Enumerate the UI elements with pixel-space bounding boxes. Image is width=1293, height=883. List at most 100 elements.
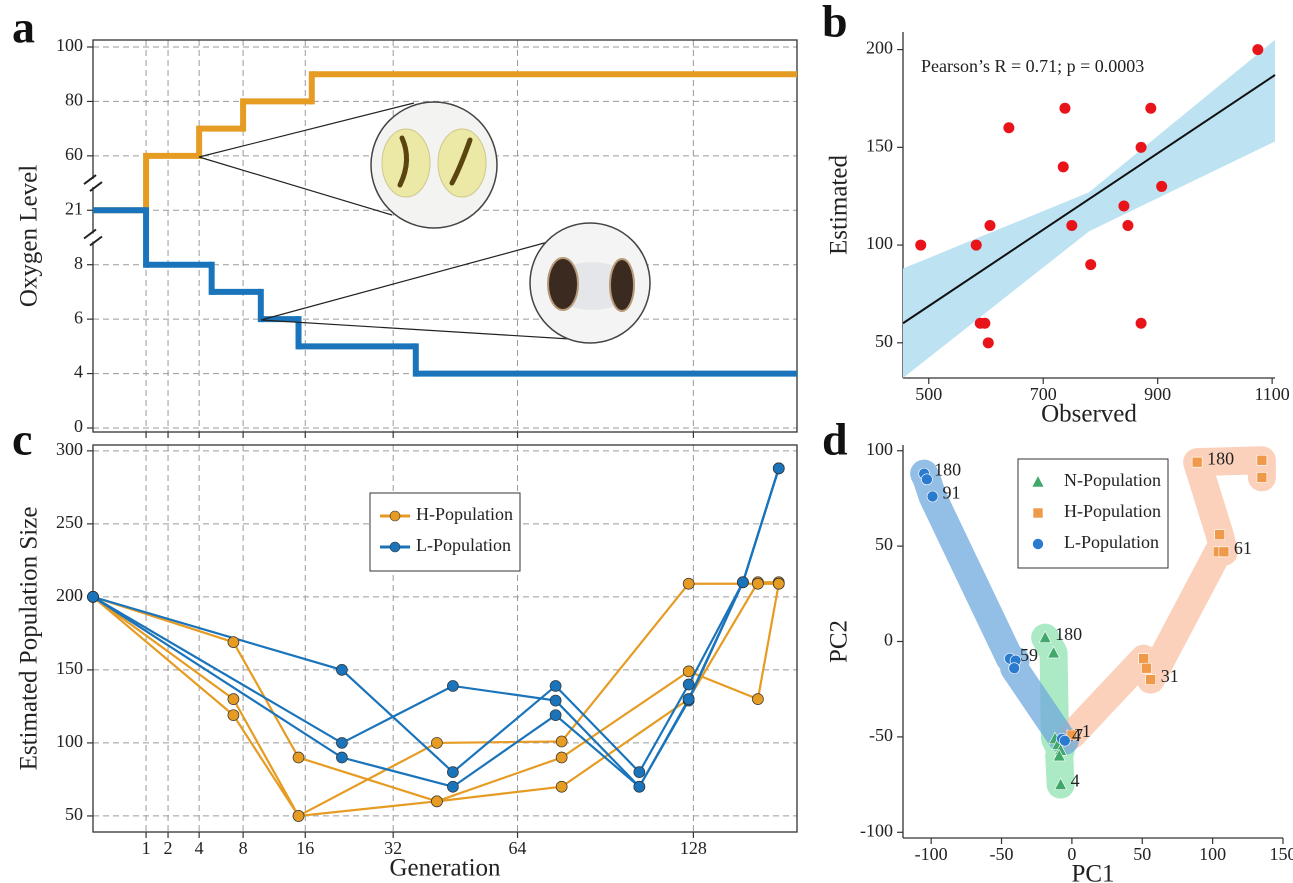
legend-label: L-Population [1064,532,1159,552]
point [1038,630,1052,643]
x-tick-label: -50 [990,844,1014,864]
point [1145,674,1157,685]
x-tick-label: 900 [1144,384,1171,404]
y-tick-label: -100 [860,820,893,840]
x-axis-label: Observed [1041,401,1137,428]
point [1252,44,1264,56]
legend-box [369,492,521,572]
point [633,766,646,778]
seed [609,258,635,312]
point [1047,645,1061,659]
y-tick-label: -50 [869,725,893,745]
panel-b: b 50 100 150 200 500 700 900 1100 Observed Estimat… [822,0,1290,428]
y-axis-label: Oxygen Level [16,165,43,307]
point [1135,317,1147,329]
point [979,317,991,329]
point [336,737,348,749]
point-label: 61 [1234,538,1252,558]
y-tick-label: 200 [56,585,83,605]
x-tick-label: 16 [296,838,314,858]
point [555,751,568,764]
axis-break-slash [89,235,103,247]
point [1085,259,1097,271]
x-tick-label: 128 [680,838,707,858]
panel-letter: c [12,414,32,465]
x-tick-label: 4 [195,838,204,858]
inset-connector [198,156,393,216]
point [752,577,764,590]
point [772,462,785,475]
point [447,780,459,793]
point [336,664,348,676]
axis-break [83,228,103,247]
y-tick-label: 4 [74,362,83,382]
inset-connector [198,102,415,158]
point [1122,220,1134,232]
point [982,337,994,349]
panel-a: a 0 4 6 8 21 60 80 100 Oxygen Level [12,2,798,438]
seed [547,257,579,311]
x-axis-label: Generation [389,855,501,882]
point [1059,102,1071,114]
point [87,591,99,603]
point [555,780,568,793]
y-tick-label: 100 [56,35,83,55]
legend-label: H-Population [416,504,513,524]
point [633,780,646,793]
point-label: 1 [1082,721,1091,741]
panel-d: d -100 -50 0 50 100 -100 -50 0 50 100 150 PC1 PC2 180 1… [822,414,1293,883]
axis-break-slash [89,181,103,192]
x-tick-label: 500 [915,384,942,404]
legend-label: H-Population [1064,501,1161,521]
point [1218,546,1230,558]
series-line [92,581,779,803]
point [915,239,927,251]
point-label: 180 [1055,624,1082,644]
x-tick-label: 8 [239,838,248,858]
series-line [92,583,780,818]
legend-label: N-Population [1064,470,1161,490]
point [431,737,443,749]
point [549,680,562,692]
regression-line [902,74,1276,325]
point [772,577,785,590]
legend-marker [389,510,401,522]
point [682,577,695,590]
point [1003,122,1015,134]
x-tick-label: 50 [1133,844,1151,864]
point-label: 4 [1072,725,1081,745]
point [926,490,939,503]
y-tick-label: 200 [866,38,893,58]
inset-upper [198,101,498,229]
y-tick-label: 50 [65,804,83,824]
y-tick-label: 300 [56,439,83,459]
y-tick-label: 150 [866,135,893,155]
point [1191,456,1203,468]
y-tick-label: 250 [56,512,83,532]
point-label: 31 [1161,666,1179,686]
y-tick-label: 6 [74,307,83,327]
panel-letter: b [822,0,848,47]
point [682,665,695,678]
point [1141,662,1152,674]
point [1066,729,1078,741]
panel-letter: d [822,414,848,465]
legend: N-Population H-Population L-Population [1017,458,1169,569]
y-tick-label: 100 [866,233,893,253]
point [336,751,348,764]
point [1256,472,1268,483]
point [227,693,240,705]
point [227,636,240,649]
point-label: 180 [934,460,961,480]
y-tick-label: 50 [875,331,893,351]
x-tick-label: 1100 [1254,384,1289,404]
point [292,751,305,764]
legend-label: L-Population [416,535,511,555]
point-label: 59 [1020,645,1038,665]
axis-break-gap [83,233,103,242]
legend-marker [389,541,401,553]
point [555,735,568,748]
point [227,709,240,722]
y-tick-label: 0 [884,630,893,650]
